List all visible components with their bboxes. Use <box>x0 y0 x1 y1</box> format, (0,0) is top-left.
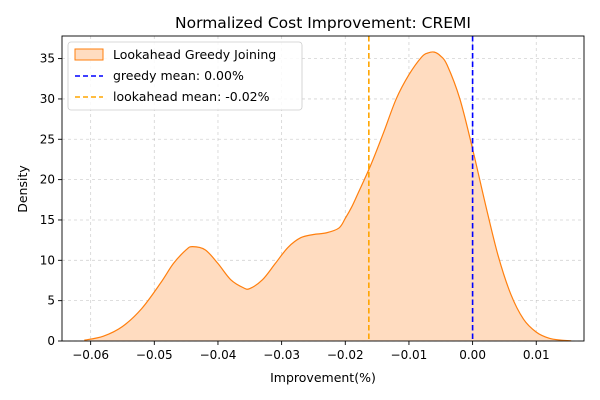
y-axis: 0 5 10 15 20 25 30 35 <box>40 52 62 348</box>
x-tick-label: −0.03 <box>263 348 300 362</box>
y-tick-label: 0 <box>47 334 55 348</box>
legend-label-series: Lookahead Greedy Joining <box>113 47 276 62</box>
y-tick-label: 20 <box>40 173 55 187</box>
chart-title: Normalized Cost Improvement: CREMI <box>175 14 471 32</box>
x-tick-label: −0.06 <box>72 348 109 362</box>
x-tick-label: −0.02 <box>327 348 364 362</box>
density-curve-line <box>84 51 572 342</box>
x-tick-label: −0.05 <box>136 348 173 362</box>
x-tick-label: 0.01 <box>523 348 550 362</box>
y-tick-label: 15 <box>40 213 55 227</box>
x-tick-label: −0.04 <box>200 348 237 362</box>
legend-box <box>67 41 303 111</box>
y-tick-label: 10 <box>40 253 55 267</box>
y-tick-label: 35 <box>40 52 55 66</box>
x-tick-label: 0.00 <box>459 348 486 362</box>
y-tick-label: 25 <box>40 132 55 146</box>
plot-frame <box>61 35 585 342</box>
x-tick-label: −0.01 <box>391 348 428 362</box>
y-axis-label: Density <box>15 165 30 213</box>
legend-label-greedy-mean: greedy mean: 0.00% <box>113 68 244 83</box>
y-tick-label: 5 <box>47 294 55 308</box>
plot-area <box>84 51 572 342</box>
density-area-fill <box>84 51 572 341</box>
legend: Lookahead Greedy Joining greedy mean: 0.… <box>67 41 303 111</box>
y-tick-label: 30 <box>40 92 55 106</box>
x-axis: −0.06 −0.05 −0.04 −0.03 −0.02 −0.01 0.00 0.01 <box>72 341 550 362</box>
x-axis-label: Improvement(%) <box>270 370 376 385</box>
legend-swatch-area <box>74 48 104 61</box>
legend-label-lookahead-mean: lookahead mean: -0.02% <box>113 89 270 104</box>
